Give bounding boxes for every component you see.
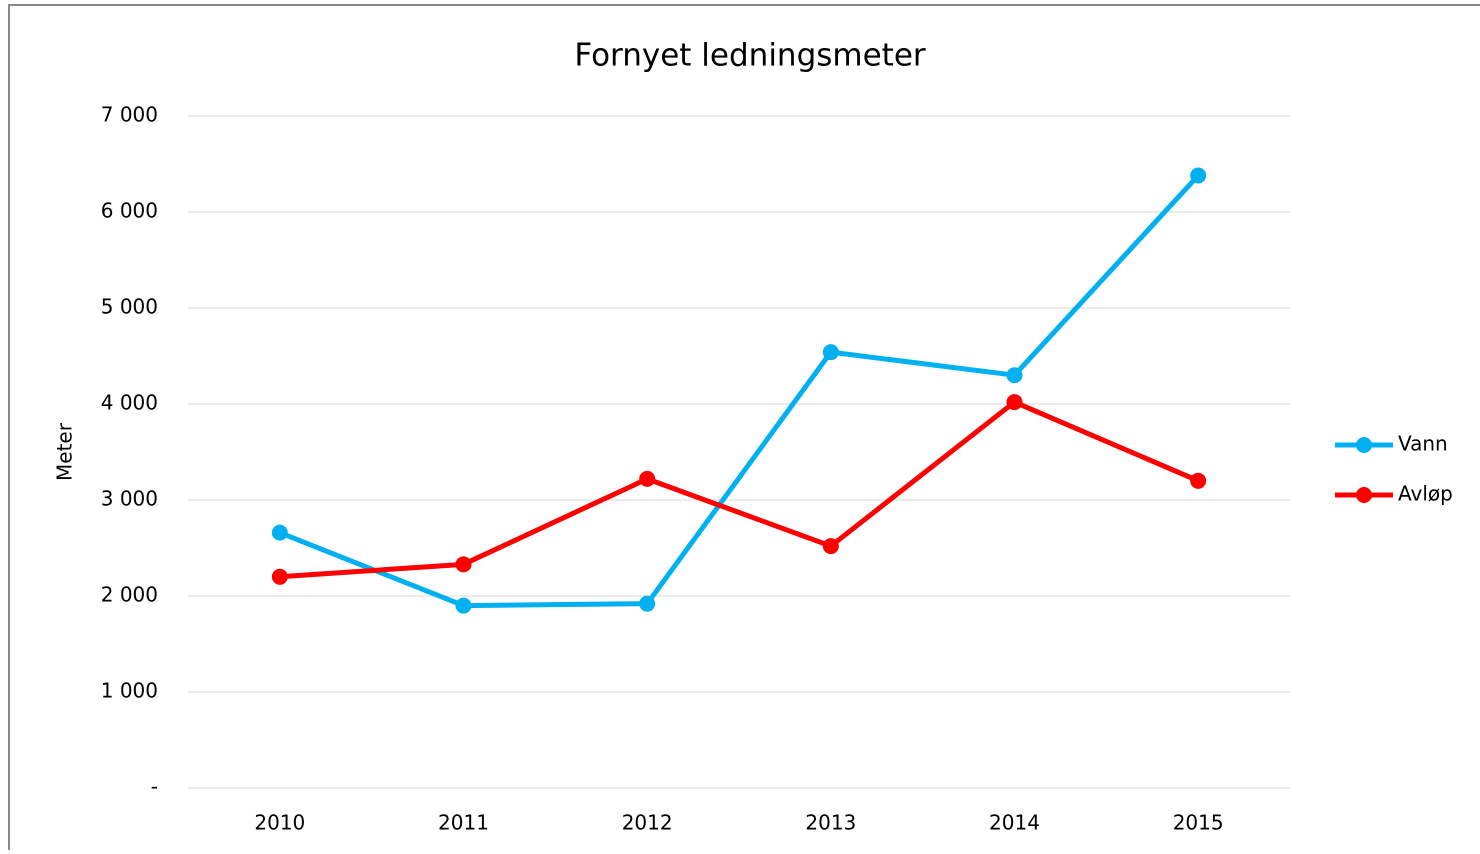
- x-tick-label: 2013: [805, 811, 856, 835]
- y-axis-label: Meter: [53, 422, 77, 481]
- x-tick-label: 2010: [254, 811, 305, 835]
- data-point: [1006, 367, 1023, 384]
- data-point: [639, 595, 656, 612]
- legend-marker: [1356, 487, 1372, 503]
- x-tick-label: 2014: [989, 811, 1040, 835]
- data-point: [1190, 167, 1207, 184]
- y-tick-label: 5 000: [101, 295, 158, 319]
- y-tick-label: -: [151, 775, 158, 799]
- data-point: [455, 556, 472, 573]
- legend-label: Vann: [1398, 432, 1448, 456]
- x-tick-label: 2011: [438, 811, 489, 835]
- data-point: [822, 538, 839, 555]
- frame: [8, 4, 1480, 854]
- x-tick-label: 2015: [1173, 811, 1224, 835]
- chart-title: Fornyet ledningsmeter: [574, 38, 926, 74]
- series-line: [278, 173, 1201, 609]
- series-line: [279, 399, 1200, 580]
- data-point: [455, 597, 472, 614]
- data-point: [271, 524, 288, 541]
- data-point: [1006, 394, 1023, 411]
- x-tick-label: 2012: [622, 811, 673, 835]
- y-tick-label: 4 000: [101, 391, 158, 415]
- data-point: [639, 470, 656, 487]
- y-tick-label: 1 000: [101, 679, 158, 703]
- y-tick-label: 2 000: [101, 583, 158, 607]
- y-tick-label: 3 000: [101, 487, 158, 511]
- data-point: [822, 344, 839, 361]
- legend-label: Avløp: [1398, 482, 1453, 506]
- data-point: [1190, 472, 1207, 489]
- legend-marker: [1356, 437, 1372, 453]
- data-point: [271, 568, 288, 585]
- y-tick-label: 6 000: [101, 199, 158, 223]
- y-tick-label: 7 000: [101, 103, 158, 127]
